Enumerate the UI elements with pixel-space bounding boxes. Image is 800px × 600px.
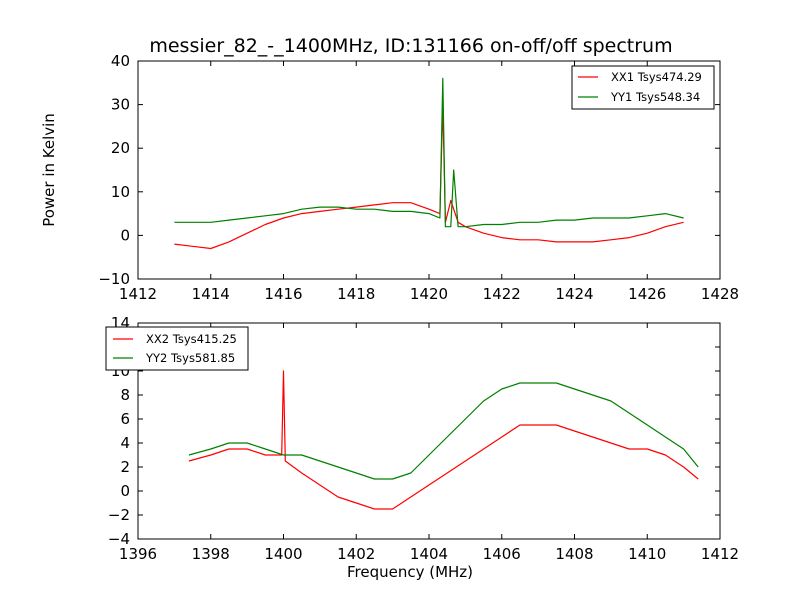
top-y-tick-label: 30	[111, 96, 130, 114]
bottom-y-tick-label: 6	[120, 410, 130, 428]
bottom-x-tick-label: 1412	[701, 545, 739, 563]
bottom-y-tick-label: 8	[120, 386, 130, 404]
bottom-series-layer	[188, 370, 699, 510]
bottom-legend-box	[105, 326, 249, 371]
top-y-tick-label: 0	[120, 226, 130, 244]
top-x-tick-label: 1420	[410, 285, 448, 303]
top-legend: XX1 Tsys474.29 YY1 Tsys548.34	[571, 65, 715, 110]
bottom-series-line-2	[188, 382, 699, 480]
top-y-tick-label: −10	[98, 270, 130, 288]
bottom-legend-label-yy2: YY2 Tsys581.85	[145, 351, 235, 365]
top-tick-layer: 1412 1414 1416 1418 1420 1422 1424 1426 1428 −10 0…	[98, 52, 739, 303]
top-x-tick-label: 1424	[555, 285, 593, 303]
top-subplot: 1412 1414 1416 1418 1420 1422 1424 1426 1428 −10 0…	[40, 52, 739, 303]
top-x-tick-label: 1418	[337, 285, 375, 303]
bottom-x-tick-label: 1398	[192, 545, 230, 563]
bottom-y-tick-label: 0	[120, 482, 130, 500]
top-y-tick-label: 10	[111, 183, 130, 201]
bottom-y-tick-label: 4	[120, 434, 130, 452]
top-x-tick-label: 1426	[628, 285, 666, 303]
top-x-tick-label: 1414	[192, 285, 230, 303]
bottom-y-tick-label: −2	[108, 506, 130, 524]
top-y-tick-label: 40	[111, 52, 130, 70]
bottom-x-tick-label: 1406	[483, 545, 521, 563]
bottom-legend: XX2 Tsys415.25 YY2 Tsys581.85	[105, 326, 249, 371]
bottom-x-tick-label: 1396	[119, 545, 157, 563]
top-y-axis-label: Power in Kelvin	[40, 113, 58, 227]
top-x-tick-label: 1412	[119, 285, 157, 303]
bottom-x-tick-label: 1400	[264, 545, 302, 563]
top-series-line-2	[174, 77, 684, 228]
top-legend-box	[571, 65, 715, 110]
top-x-tick-label: 1428	[701, 285, 739, 303]
bottom-y-tick-label: −4	[108, 530, 130, 548]
top-legend-label-yy1: YY1 Tsys548.34	[610, 90, 700, 104]
top-x-tick-label: 1422	[483, 285, 521, 303]
top-x-tick-label: 1416	[264, 285, 302, 303]
figure-title: messier_82_-_1400MHz, ID:131166 on-off/o…	[149, 35, 672, 57]
bottom-y-tick-label: 2	[120, 458, 130, 476]
bottom-subplot: 1396 1398 1400 1402 1404 1406 1408 1410 1412 −4 −2…	[105, 314, 739, 581]
top-series-layer	[174, 77, 684, 250]
bottom-x-axis-label: Frequency (MHz)	[347, 563, 473, 581]
bottom-x-tick-label: 1410	[628, 545, 666, 563]
bottom-x-tick-label: 1408	[555, 545, 593, 563]
top-legend-label-xx1: XX1 Tsys474.29	[611, 70, 702, 84]
bottom-x-tick-label: 1402	[337, 545, 375, 563]
bottom-x-tick-label: 1404	[410, 545, 448, 563]
bottom-legend-label-xx2: XX2 Tsys415.25	[146, 332, 237, 346]
top-y-tick-label: 20	[111, 139, 130, 157]
